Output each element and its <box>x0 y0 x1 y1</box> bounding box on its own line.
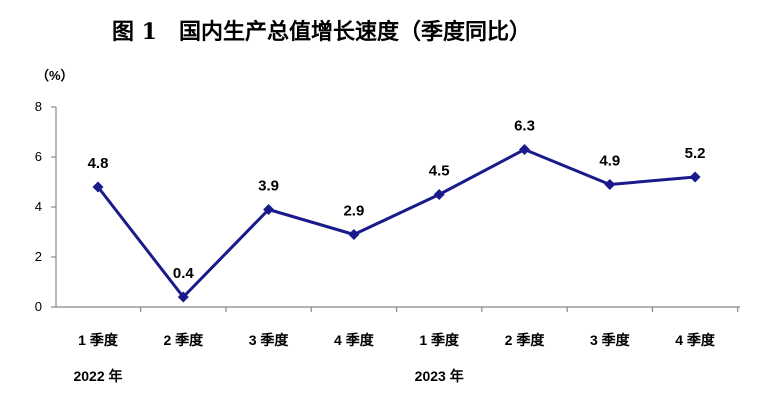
data-point-marker <box>92 181 104 193</box>
data-point-marker <box>689 171 701 183</box>
x-tick-label: 3 季度 <box>249 332 290 348</box>
data-label: 3.9 <box>258 178 279 195</box>
x-tick-labels: 1 季度 2 季度 3 季度 4 季度 1 季度 2 季度 3 季度 4 季度 2022 年 20… <box>73 332 715 384</box>
y-tick-label: 0 <box>35 299 42 314</box>
data-label: 0.4 <box>173 265 195 282</box>
x-tick-label: 4 季度 <box>334 332 375 348</box>
axes: 0 2 4 6 8 <box>35 99 740 314</box>
y-tick-label: 2 <box>35 249 42 264</box>
data-label: 4.8 <box>88 155 109 172</box>
data-label: 4.5 <box>429 163 450 180</box>
x-tick-label: 4 季度 <box>675 332 716 348</box>
data-point-marker <box>348 229 360 240</box>
data-label: 2.9 <box>343 203 364 220</box>
y-axis-label: （%） <box>36 68 74 83</box>
y-tick-label: 6 <box>35 149 42 164</box>
data-point-marker <box>604 179 616 190</box>
data-point-marker <box>263 204 275 215</box>
x-tick-label: 2 季度 <box>505 332 546 348</box>
year-group-label: 2023 年 <box>415 368 464 384</box>
y-tick-label: 4 <box>35 199 42 214</box>
series-group: 4.8 0.4 3.9 2.9 4.5 6.3 4.9 5.2 <box>88 118 706 303</box>
data-label: 5.2 <box>685 145 706 162</box>
data-point-marker <box>519 144 530 155</box>
chart-title: 图 1 国内生产总值增长速度（季度同比） <box>112 19 531 45</box>
series-line <box>96 148 696 299</box>
year-group-label: 2022 年 <box>73 368 122 384</box>
data-label: 4.9 <box>599 153 620 170</box>
data-label: 6.3 <box>514 118 535 135</box>
data-point-marker <box>177 291 189 303</box>
x-tick-label: 2 季度 <box>163 332 204 348</box>
x-tick-label: 1 季度 <box>78 332 119 348</box>
y-tick-label: 8 <box>35 99 42 114</box>
x-tick-label: 3 季度 <box>590 332 631 348</box>
data-point-marker <box>433 189 445 200</box>
x-tick-label: 1 季度 <box>419 332 460 348</box>
